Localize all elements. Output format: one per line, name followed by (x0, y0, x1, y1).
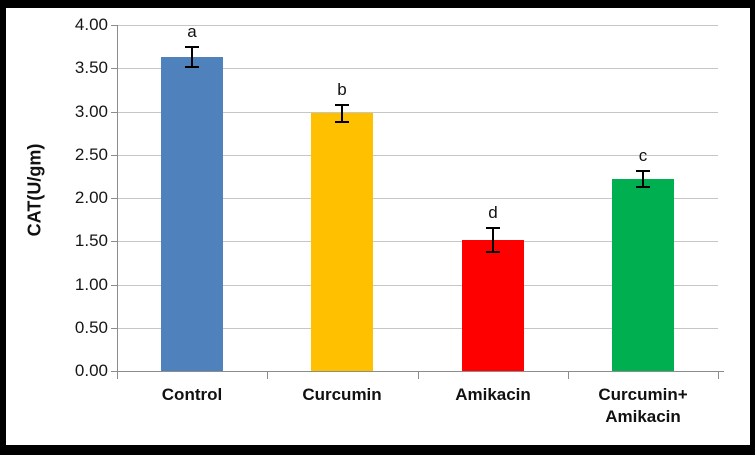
gridline (117, 25, 718, 26)
significance-letter: a (187, 22, 197, 41)
x-axis-label-line: Amikacin (605, 407, 681, 426)
error-bar-cap-top (636, 170, 650, 172)
y-tick-label: 1.50 (74, 231, 108, 250)
x-axis-label-line: Curcumin (302, 385, 382, 404)
y-axis-line (117, 25, 118, 371)
x-axis-line (117, 371, 724, 372)
x-axis-tick (568, 372, 569, 379)
plot-area: 0.00 0.50 1.00 1.50 2.00 2.50 3.00 3.50 4.00 a Con… (6, 8, 750, 445)
y-tick-label: 4.00 (74, 15, 108, 34)
error-bar-line (191, 47, 193, 68)
y-axis-tick (111, 25, 117, 26)
error-bar-cap-top (335, 104, 349, 106)
significance-letter: c (638, 146, 648, 165)
y-tick-label: 1.00 (74, 275, 108, 294)
x-axis-tick (117, 372, 118, 379)
x-axis-tick (267, 372, 268, 379)
y-axis-tick (111, 198, 117, 199)
y-tick-label: 2.00 (74, 188, 108, 207)
y-axis-tick (111, 112, 117, 113)
chart-canvas: CAT(U/gm) 0.00 0.50 1.00 1.50 2.00 2.50 3.00 3.… (6, 8, 750, 445)
significance-letter: b (337, 80, 347, 99)
error-bar-line (642, 171, 644, 187)
y-axis-tick (111, 155, 117, 156)
x-axis-label: Amikacin (418, 384, 568, 406)
gridline (117, 241, 718, 242)
gridline (117, 198, 718, 199)
y-axis-tick (111, 68, 117, 69)
error-bar-cap-bottom (335, 121, 349, 123)
significance-letter: d (488, 203, 498, 222)
y-tick-label: 2.50 (74, 145, 108, 164)
y-axis-tick (111, 285, 117, 286)
y-axis-tick (111, 371, 117, 372)
bar-amikacin (462, 240, 524, 371)
error-bar-cap-top (185, 46, 199, 48)
error-bar-line (341, 105, 343, 122)
x-axis-label: Curcumin (267, 384, 417, 406)
x-axis-label: Curcumin+ Amikacin (568, 384, 718, 428)
error-bar-cap-bottom (486, 251, 500, 253)
gridline (117, 112, 718, 113)
x-axis-label-line: Curcumin+ (598, 385, 688, 404)
gridline (117, 68, 718, 69)
x-axis-tick (418, 372, 419, 379)
x-axis-label-line: Control (161, 385, 223, 404)
bar-curcumin (311, 113, 373, 371)
y-tick-label: 3.50 (74, 58, 108, 77)
bar-curcumin-amikacin (612, 179, 674, 371)
y-tick-label: 0.00 (74, 361, 108, 380)
x-axis-label-line: Amikacin (455, 385, 531, 404)
y-axis-tick (111, 241, 117, 242)
x-axis-label: Control (117, 384, 267, 406)
error-bar-line (492, 228, 494, 252)
y-tick-label: 3.00 (74, 102, 108, 121)
x-axis-tick (718, 372, 719, 379)
gridline (117, 328, 718, 329)
y-axis-tick (111, 328, 117, 329)
gridline (117, 285, 718, 286)
error-bar-cap-bottom (636, 186, 650, 188)
bar-control (161, 57, 223, 371)
y-tick-label: 0.50 (74, 318, 108, 337)
error-bar-cap-top (486, 227, 500, 229)
error-bar-cap-bottom (185, 66, 199, 68)
gridline (117, 155, 718, 156)
